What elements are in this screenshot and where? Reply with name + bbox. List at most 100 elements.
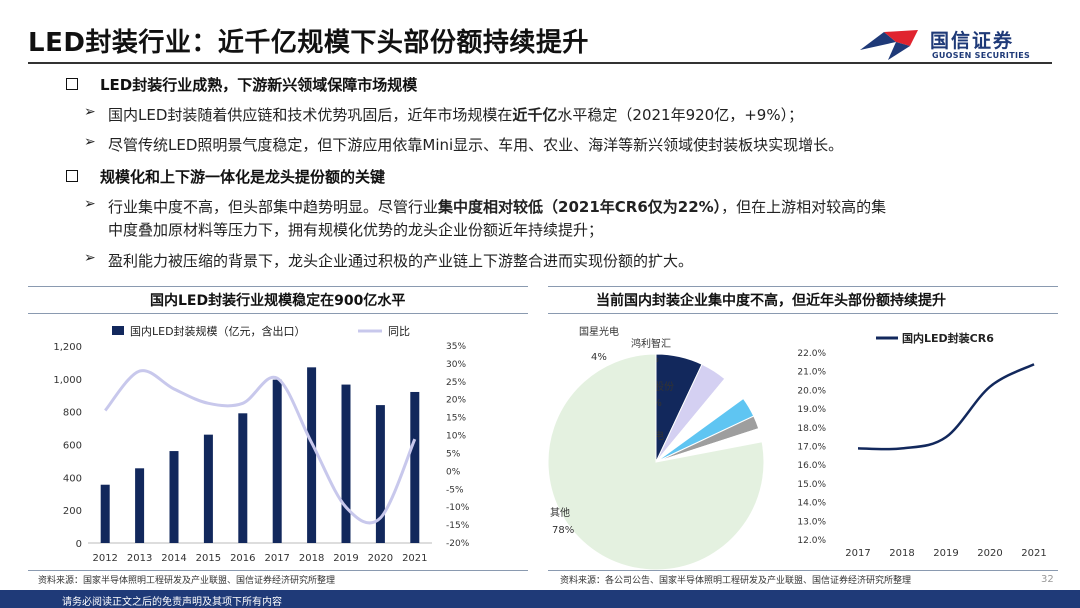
y-right-tick-label: 25% — [446, 378, 466, 388]
right-panel-source: 资料来源：各公司公告、国家半导体照明工程研发及产业联盟、国信证券经济研究所整理 — [560, 576, 912, 586]
pie-slice-value: 7% — [575, 372, 591, 383]
bar — [307, 367, 317, 543]
yoy-line — [104, 369, 417, 525]
bar — [238, 413, 248, 543]
pie-slice-label: 其他 — [550, 506, 570, 519]
bullet-2-1: 行业集中度不高，但头部集中趋势明显。尽管行业集中度相对较低（2021年CR6仅为… — [108, 198, 887, 216]
y-right-tick-label: 5% — [446, 449, 461, 459]
y-tick-label: 15.0% — [797, 480, 826, 490]
left-panel-title-rule — [28, 313, 528, 314]
x-tick-label: 2020 — [368, 553, 393, 564]
left-panel-source: 资料来源：国家半导体照明工程研发及产业联盟、国信证券经济研究所整理 — [38, 576, 336, 586]
y-right-tick-label: -15% — [446, 521, 470, 531]
y-tick-label: 22.0% — [797, 349, 826, 359]
y-tick-label: 1,200 — [53, 342, 82, 353]
y-tick-label: 400 — [63, 473, 82, 484]
bar — [410, 391, 420, 543]
x-tick-label: 2016 — [230, 553, 255, 564]
title-divider — [28, 62, 1052, 64]
bar — [272, 379, 282, 543]
logo-text-en: GUOSEN SECURITIES — [932, 51, 1031, 60]
y-right-tick-label: 0% — [446, 467, 461, 477]
x-tick-label: 2021 — [1021, 548, 1046, 559]
legend-label-cr6: 国内LED封装CR6 — [902, 331, 994, 345]
right-panel-top-rule — [548, 286, 1058, 287]
page-number: 32 — [1041, 574, 1054, 585]
y-tick-label: 200 — [63, 506, 82, 517]
y-tick-label: 21.0% — [797, 368, 826, 378]
legend-swatch-bars — [112, 326, 124, 335]
x-tick-label: 2019 — [933, 548, 958, 559]
right-panel-title: 当前国内封装企业集中度不高，但近年头部份额持续提升 — [596, 293, 946, 309]
y-tick-label: 0 — [76, 539, 82, 550]
right-panel-title-rule — [548, 313, 1058, 314]
left-panel-title: 国内LED封装行业规模稳定在900亿水平 — [150, 293, 406, 309]
legend-label-bars: 国内LED封装规模（亿元，含出口） — [130, 324, 306, 338]
y-tick-label: 17.0% — [797, 443, 826, 453]
footer-disclaimer: 请务必阅读正文之后的免责声明及其项下所有内容 — [62, 597, 282, 608]
y-tick-label: 18.0% — [797, 424, 826, 434]
pie-slice — [548, 353, 765, 570]
pie-slice-label: 木林森 — [568, 358, 598, 371]
bar — [341, 384, 351, 543]
x-tick-label: 2015 — [196, 553, 221, 564]
bullet-arrow-icon: ➢ — [84, 104, 96, 120]
bullet-arrow-icon: ➢ — [84, 196, 96, 212]
page-title: LED封装行业：近千亿规模下头部份额持续提升 — [28, 28, 589, 58]
y-tick-label: 600 — [63, 441, 82, 452]
pie-slice-value: 4% — [591, 352, 607, 363]
y-right-tick-label: 30% — [446, 360, 466, 370]
x-tick-label: 2017 — [845, 548, 870, 559]
logo-text-cn: 国信证券 — [930, 30, 1015, 52]
bullet-2-1-continuation: 中度叠加原材料等压力下，拥有规模化优势的龙头企业份额近年持续提升； — [108, 221, 604, 239]
x-tick-label: 2021 — [402, 553, 427, 564]
legend-label-yoy: 同比 — [388, 325, 410, 338]
bar — [375, 405, 385, 543]
section-heading-2: 规模化和上下游一体化是龙头提份额的关键 — [100, 168, 386, 186]
x-tick-label: 2019 — [333, 553, 358, 564]
pie-slice-value: 78% — [552, 525, 574, 536]
bullet-arrow-icon: ➢ — [84, 134, 96, 150]
x-tick-label: 2012 — [92, 553, 117, 564]
bar — [169, 451, 179, 543]
bullet-1-1: 国内LED封装随着供应链和技术优势巩固后，近年市场规模在近千亿水平稳定（2021… — [108, 106, 804, 124]
y-tick-label: 13.0% — [797, 517, 826, 527]
pie-slice-label: 国星光电 — [579, 325, 619, 338]
y-tick-label: 20.0% — [797, 386, 826, 396]
right-panel-bottom-rule — [548, 570, 1058, 571]
x-tick-label: 2017 — [264, 553, 289, 564]
y-right-tick-label: -20% — [446, 539, 470, 549]
left-panel-top-rule — [28, 286, 528, 287]
bar — [100, 484, 110, 543]
cr6-line — [857, 363, 1035, 451]
y-tick-label: 12.0% — [797, 536, 826, 546]
section-square-icon — [66, 170, 78, 182]
section-heading-1: LED封装行业成熟，下游新兴领域保障市场规模 — [100, 76, 418, 94]
guosen-logo-icon — [860, 30, 918, 60]
y-tick-label: 16.0% — [797, 461, 826, 471]
y-right-tick-label: 10% — [446, 432, 466, 442]
y-right-tick-label: -5% — [446, 485, 464, 495]
section-square-icon — [66, 78, 78, 90]
footer-bar — [0, 590, 1080, 608]
pie-slice-label: 鸿利智汇 — [631, 337, 671, 350]
y-right-tick-label: 15% — [446, 414, 466, 424]
bullet-1-2: 尽管传统LED照明景气度稳定，但下游应用依靠Mini显示、车用、农业、海洋等新兴… — [108, 136, 844, 154]
x-tick-label: 2013 — [127, 553, 152, 564]
x-tick-label: 2018 — [299, 553, 324, 564]
bullet-arrow-icon: ➢ — [84, 250, 96, 266]
y-tick-label: 14.0% — [797, 499, 826, 509]
y-right-tick-label: 35% — [446, 342, 466, 352]
bar — [135, 468, 145, 543]
bullet-2-2: 盈利能力被压缩的背景下，龙头企业通过积极的产业链上下游整合进而实现份额的扩大。 — [108, 252, 694, 270]
x-tick-label: 2018 — [889, 548, 914, 559]
market-size-chart: 国内LED封装规模（亿元，含出口） 同比 0 200 400 600 800 1,000 1,2… — [53, 324, 470, 564]
y-tick-label: 800 — [63, 408, 82, 419]
x-tick-label: 2020 — [977, 548, 1002, 559]
cr6-line-chart: 国内LED封装CR6 12.0% 13.0% 14.0% 15.0% 16.0% 17.0%… — [797, 331, 1046, 559]
y-tick-label: 19.0% — [797, 405, 826, 415]
left-panel-bottom-rule — [28, 570, 528, 571]
bar — [203, 434, 213, 543]
y-right-tick-label: 20% — [446, 396, 466, 406]
